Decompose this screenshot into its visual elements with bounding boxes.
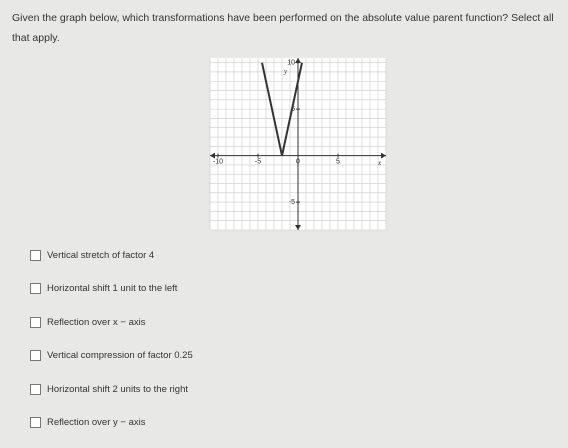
option[interactable]: Horizontal shift 2 units to the right [30,383,188,395]
function-graph [261,62,303,156]
y-tick-label: 10 [287,59,295,66]
option-label: Vertical stretch of factor 4 [47,250,155,261]
option[interactable]: Vertical stretch of factor 4 [30,250,154,261]
checkbox[interactable] [30,417,41,428]
checkbox[interactable] [30,383,41,395]
question: Given the graph below, which transformat… [12,12,554,44]
checkbox[interactable] [30,316,41,328]
option-label: Vertical compression of factor 0.25 [47,350,193,362]
x-tick-label: 5 [336,158,340,165]
x-axis-label: x [377,159,382,167]
option-label: Reflection over y − axis [47,417,146,428]
x-tick-label: 0 [296,158,300,165]
option[interactable]: Horizontal shift 1 unit to the left [30,283,178,295]
checkbox[interactable] [30,250,41,261]
option[interactable]: Vertical compression of factor 0.25 [30,350,193,362]
y-tick-label: 5 [291,106,295,113]
option[interactable]: Reflection over x − axis [30,316,146,328]
option-label: Horizontal shift 2 units to the right [47,383,188,395]
y-tick-label: -5 [289,199,295,206]
checkbox[interactable] [30,350,41,362]
option[interactable]: Reflection over y − axis [30,417,145,428]
x-tick-label: -10 [213,158,223,165]
option-label: Reflection over x − axis [47,316,146,328]
option-label: Horizontal shift 1 unit to the left [47,283,178,295]
graph: -10 -5 0 5 10 5 -5 x y [209,58,387,231]
x-tick-label: -5 [255,158,261,165]
checkbox[interactable] [30,283,41,295]
y-axis-label: y [283,68,288,76]
